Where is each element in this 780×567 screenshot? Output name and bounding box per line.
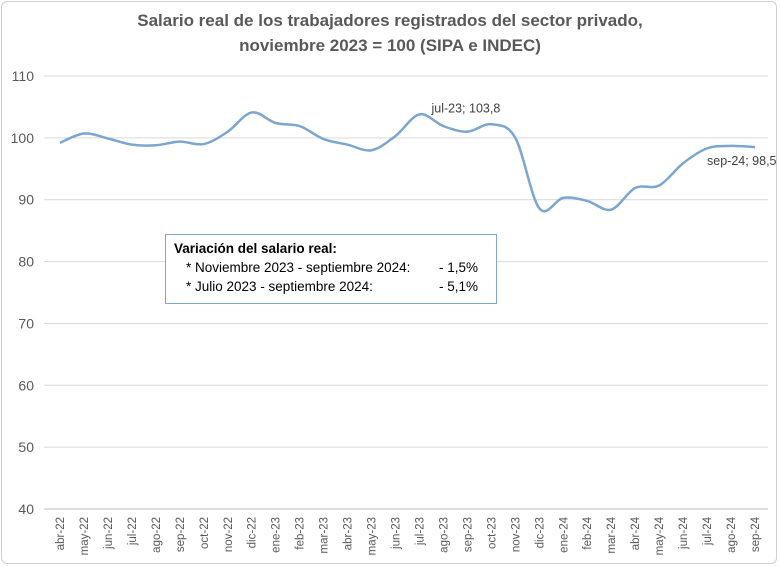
data-label: sep-24; 98,5	[707, 154, 777, 168]
x-tick-label: dic-23	[534, 517, 546, 548]
note-row: * Noviembre 2023 - septiembre 2024: - 1,…	[174, 258, 488, 277]
x-tick-label: ene-24	[558, 516, 570, 552]
data-label: jul-23; 103,8	[430, 101, 500, 115]
note-row-label: * Julio 2023 - septiembre 2024:	[186, 279, 373, 294]
x-tick-label: jun-24	[678, 516, 690, 550]
x-tick-label: ene-23	[271, 517, 283, 553]
x-tick-label: abr-23	[343, 517, 355, 550]
x-tick-label: dic-22	[247, 517, 259, 548]
salary-variation-note: Variación del salario real: * Noviembre …	[165, 234, 497, 304]
chart-title-line2: noviembre 2023 = 100 (SIPA e INDEC)	[239, 36, 541, 55]
x-tick-label: jun-23	[391, 517, 403, 550]
x-tick-label: jul-24	[702, 516, 714, 546]
x-tick-label: sep-23	[462, 517, 474, 552]
x-tick-label: may-24	[654, 516, 666, 555]
x-tick-label: mar-23	[319, 517, 331, 553]
x-tick-label: abr-24	[630, 516, 642, 550]
x-tick-label: nov-23	[510, 517, 522, 552]
x-tick-label: nov-22	[223, 517, 235, 552]
y-tick-label: 70	[18, 315, 34, 331]
y-tick-label: 40	[18, 501, 34, 517]
x-tick-label: oct-23	[486, 517, 498, 549]
series-line	[59, 111, 756, 213]
y-tick-label: 80	[18, 254, 34, 270]
x-tick-label: feb-23	[295, 517, 307, 550]
note-heading: Variación del salario real:	[174, 241, 337, 256]
y-tick-label: 50	[18, 439, 34, 455]
x-tick-label: ago-23	[438, 517, 450, 553]
y-tick-label: 60	[18, 377, 34, 393]
y-tick-label: 90	[18, 192, 34, 208]
y-tick-label: 110	[12, 68, 35, 84]
x-tick-label: mar-24	[606, 516, 618, 553]
x-tick-label: feb-24	[582, 516, 594, 549]
x-tick-label: abr-22	[55, 517, 67, 550]
note-row-value: - 1,5%	[438, 260, 478, 275]
x-tick-label: jul-23	[414, 517, 426, 546]
note-row-value: - 5,1%	[438, 279, 478, 294]
x-tick-label: may-23	[367, 517, 379, 555]
x-tick-label: oct-22	[199, 517, 211, 549]
x-tick-label: ago-24	[726, 516, 738, 552]
note-row-label: * Noviembre 2023 - septiembre 2024:	[186, 260, 411, 275]
x-tick-label: ago-22	[151, 517, 163, 553]
y-tick-label: 100	[11, 130, 35, 146]
x-tick-label: jun-22	[103, 517, 115, 550]
x-tick-label: sep-24	[750, 516, 762, 552]
x-tick-label: sep-22	[175, 517, 187, 552]
x-tick-label: jul-22	[127, 517, 139, 546]
chart-title-line1: Salario real de los trabajadores registr…	[137, 11, 643, 30]
note-row: * Julio 2023 - septiembre 2024: - 5,1%	[174, 277, 488, 296]
x-tick-label: may-22	[79, 517, 91, 555]
